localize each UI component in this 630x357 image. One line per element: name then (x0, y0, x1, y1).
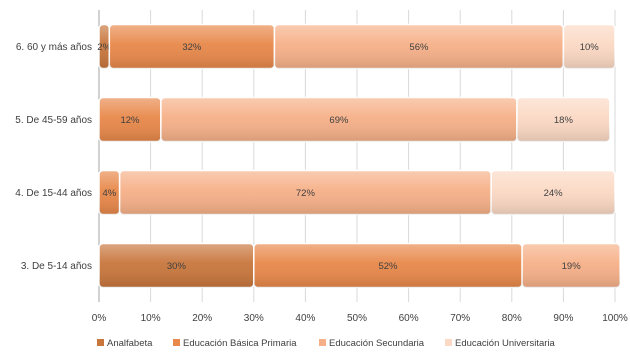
bar-segment-shade (99, 170, 120, 215)
bar-segment-shade (99, 243, 254, 288)
bar-segment-shade (119, 170, 492, 215)
data-label: 18% (554, 115, 574, 126)
legend-swatch (445, 339, 452, 346)
bar-segment-shade (99, 24, 110, 69)
data-label: 19% (562, 261, 582, 272)
legend-label: Educación Secundaria (329, 338, 425, 349)
x-tick-label: 0% (92, 313, 107, 324)
data-label: 52% (378, 261, 398, 272)
x-tick-label: 50% (347, 313, 367, 324)
legend-swatch (97, 339, 104, 346)
x-tick-label: 100% (602, 313, 628, 324)
x-tick-label: 60% (399, 313, 419, 324)
category-label: 3. De 5-14 años (21, 261, 92, 272)
x-tick-label: 10% (141, 313, 161, 324)
x-tick-label: 40% (295, 313, 315, 324)
bar-segment-shade (99, 97, 161, 142)
data-label: 12% (120, 115, 140, 126)
data-label: 69% (329, 115, 349, 126)
data-label: 72% (296, 188, 316, 199)
data-label: 24% (544, 188, 564, 199)
legend: Analfabeta Educación Básica Primaria Educa… (97, 338, 556, 349)
legend-label: Educación Básica Primaria (183, 338, 297, 349)
x-tick-label: 30% (244, 313, 264, 324)
legend-label: Educación Universitaria (455, 338, 556, 349)
data-label: 2% (97, 42, 111, 53)
data-label: 4% (102, 188, 116, 199)
category-labels: 6. 60 y más años 5. De 45-59 años 4. De 15… (15, 42, 92, 272)
data-label: 32% (182, 42, 202, 53)
bar-segment-shade (563, 24, 615, 69)
category-label: 6. 60 y más años (16, 42, 92, 53)
data-label: 56% (409, 42, 429, 53)
legend-swatch (319, 339, 326, 346)
bar-segment-shade (491, 170, 615, 215)
category-label: 5. De 45-59 años (15, 115, 92, 126)
x-tick-label: 90% (553, 313, 573, 324)
data-label: 30% (167, 261, 187, 272)
legend-label: Analfabeta (107, 338, 153, 349)
x-tick-label: 70% (450, 313, 470, 324)
bars: 2% 32% 56% 10% 12% 69% 18% 4% 72% 24% 30% 52% 19% (97, 23, 621, 289)
bar-segment-shade (109, 24, 275, 69)
x-tick-label: 20% (192, 313, 212, 324)
bar-segment-shade (516, 97, 610, 142)
bar-segment-shade (522, 243, 621, 288)
x-tick-labels: 0% 10% 20% 30% 40% 50% 60% 70% 80% 90% 100% (92, 313, 628, 324)
bar-segment-shade (253, 243, 523, 288)
bar-segment-shade (274, 24, 564, 69)
legend-swatch (173, 339, 180, 346)
data-label: 10% (580, 42, 600, 53)
bar-segment-shade (160, 97, 517, 142)
category-label: 4. De 15-44 años (15, 188, 92, 199)
x-tick-label: 80% (502, 313, 522, 324)
